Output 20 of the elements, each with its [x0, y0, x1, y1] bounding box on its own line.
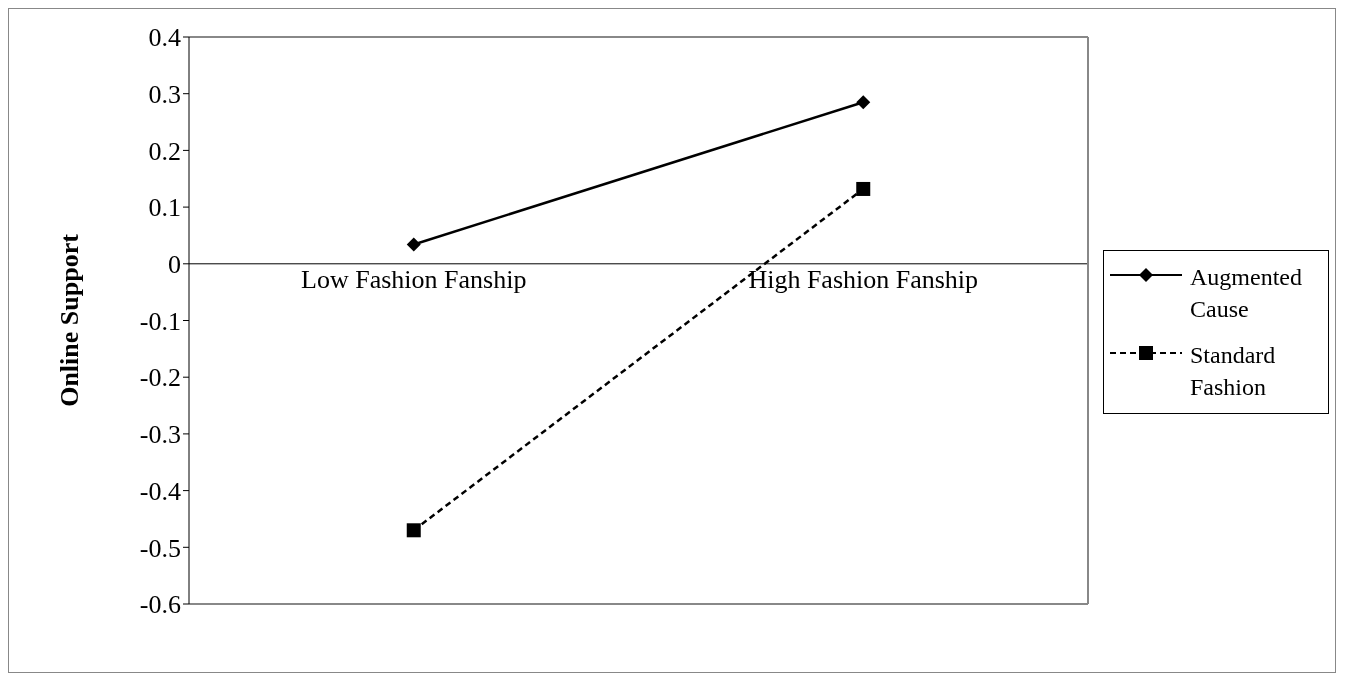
legend-label: Augmented Cause — [1190, 262, 1303, 324]
y-tick-label: 0 — [168, 250, 181, 280]
y-tick-label: 0.2 — [148, 136, 181, 166]
x-tick-label: High Fashion Fanship — [748, 264, 979, 294]
legend-label: Standard Fashion — [1190, 340, 1277, 402]
y-tick-label: -0.4 — [139, 476, 181, 506]
point — [406, 237, 421, 252]
y-tick-label: -0.5 — [139, 533, 181, 563]
point — [406, 523, 421, 538]
y-tick-label: -0.6 — [139, 590, 181, 620]
y-tick-label: -0.2 — [139, 363, 181, 393]
y-tick-label: 0.3 — [148, 79, 181, 109]
x-tick-label: Low Fashion Fanship — [301, 264, 527, 294]
y-tick-label: -0.1 — [139, 306, 181, 336]
y-tick-label: 0.1 — [148, 193, 181, 223]
point — [856, 95, 871, 110]
point — [856, 181, 871, 196]
y-tick-label: -0.3 — [139, 420, 181, 450]
y-axis-title: Online Support — [55, 233, 85, 407]
y-tick-label: 0.4 — [148, 23, 181, 53]
